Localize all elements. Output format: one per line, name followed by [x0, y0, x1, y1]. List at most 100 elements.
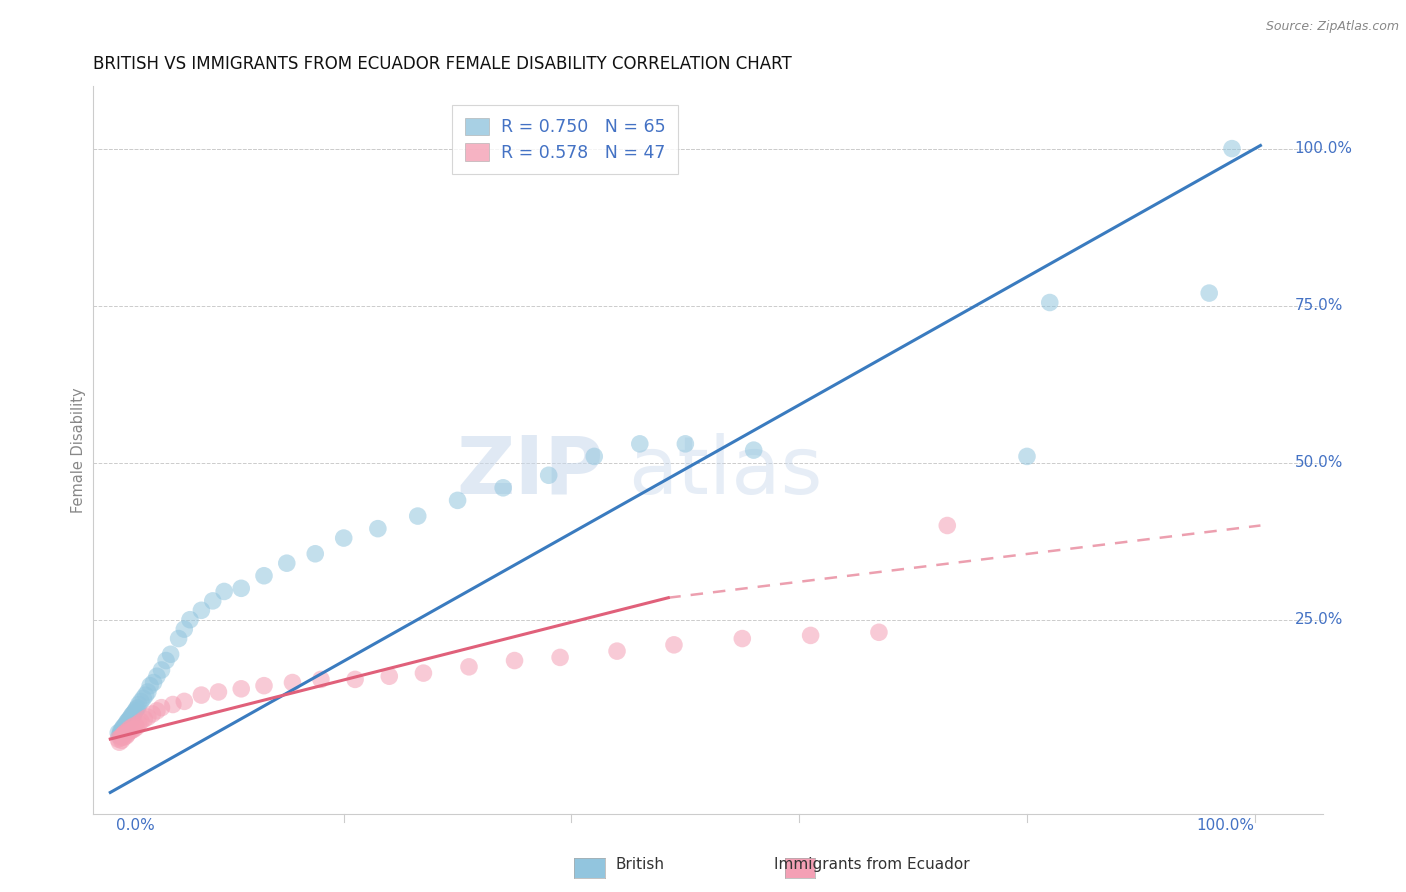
Point [162, 698, 184, 712]
Point [124, 704, 146, 718]
Point [117, 723, 139, 737]
Point [207, 685, 229, 699]
Point [112, 722, 135, 736]
Point [146, 704, 169, 718]
Text: 50.0%: 50.0% [1295, 455, 1343, 470]
Text: Source: ZipAtlas.com: Source: ZipAtlas.com [1265, 20, 1399, 33]
Point [129, 694, 152, 708]
Point [936, 518, 959, 533]
Point [142, 675, 165, 690]
Point [276, 556, 298, 570]
Point [304, 547, 326, 561]
Point [111, 723, 134, 737]
Text: 100.0%: 100.0% [1295, 141, 1353, 156]
Point [110, 724, 132, 739]
Point [281, 675, 304, 690]
Point [231, 582, 253, 596]
Text: 25.0%: 25.0% [1295, 612, 1343, 627]
Point [155, 654, 177, 668]
Point [1015, 450, 1038, 464]
Point [190, 603, 212, 617]
Point [628, 437, 651, 451]
Point [121, 723, 143, 738]
Point [115, 716, 138, 731]
Point [117, 713, 139, 727]
Point [367, 522, 389, 536]
Point [112, 719, 135, 733]
Point [1220, 142, 1243, 156]
Point [125, 720, 148, 734]
Point [135, 688, 157, 702]
Point [107, 726, 129, 740]
Point [136, 710, 159, 724]
Point [179, 613, 201, 627]
Point [800, 628, 823, 642]
Point [868, 625, 890, 640]
Point [231, 681, 253, 696]
Point [111, 733, 134, 747]
Point [120, 710, 142, 724]
Point [309, 673, 332, 687]
Point [128, 698, 150, 712]
Point [122, 709, 145, 723]
Legend: R = 0.750   N = 65, R = 0.578   N = 47: R = 0.750 N = 65, R = 0.578 N = 47 [453, 105, 678, 174]
Point [112, 730, 135, 744]
Point [120, 721, 142, 735]
Point [662, 638, 685, 652]
Point [121, 711, 143, 725]
Point [117, 715, 139, 730]
Point [114, 726, 136, 740]
Point [122, 722, 145, 736]
Point [111, 730, 134, 744]
Point [673, 437, 696, 451]
Point [121, 708, 143, 723]
Point [173, 694, 195, 708]
Point [344, 673, 367, 687]
Point [107, 732, 129, 747]
Point [253, 568, 276, 582]
Point [110, 727, 132, 741]
Point [212, 584, 235, 599]
Text: Immigrants from Ecuador: Immigrants from Ecuador [773, 857, 970, 872]
Point [132, 691, 155, 706]
Point [111, 728, 134, 742]
Point [120, 713, 142, 727]
Point [136, 685, 159, 699]
Point [150, 700, 173, 714]
Point [159, 647, 181, 661]
Point [110, 731, 132, 745]
Point [139, 679, 162, 693]
Text: 100.0%: 100.0% [1197, 818, 1254, 832]
Point [114, 718, 136, 732]
Point [201, 594, 224, 608]
Text: atlas: atlas [628, 433, 823, 511]
Point [134, 712, 156, 726]
Point [332, 531, 354, 545]
Point [173, 622, 195, 636]
Point [503, 654, 526, 668]
Point [118, 712, 141, 726]
Y-axis label: Female Disability: Female Disability [72, 387, 86, 513]
Text: British: British [616, 857, 664, 872]
Point [1198, 286, 1220, 301]
Point [124, 718, 146, 732]
Point [118, 724, 141, 739]
Point [108, 729, 131, 743]
Point [122, 706, 145, 721]
Point [117, 717, 139, 731]
Point [122, 719, 145, 733]
Point [253, 679, 276, 693]
Point [111, 725, 134, 739]
Point [412, 666, 434, 681]
Point [117, 714, 139, 729]
Point [190, 688, 212, 702]
Point [108, 735, 131, 749]
Point [115, 720, 138, 734]
Point [150, 663, 173, 677]
Point [129, 714, 152, 729]
Point [406, 509, 429, 524]
Point [167, 632, 190, 646]
Point [111, 723, 134, 738]
Point [127, 700, 149, 714]
Point [112, 727, 135, 741]
